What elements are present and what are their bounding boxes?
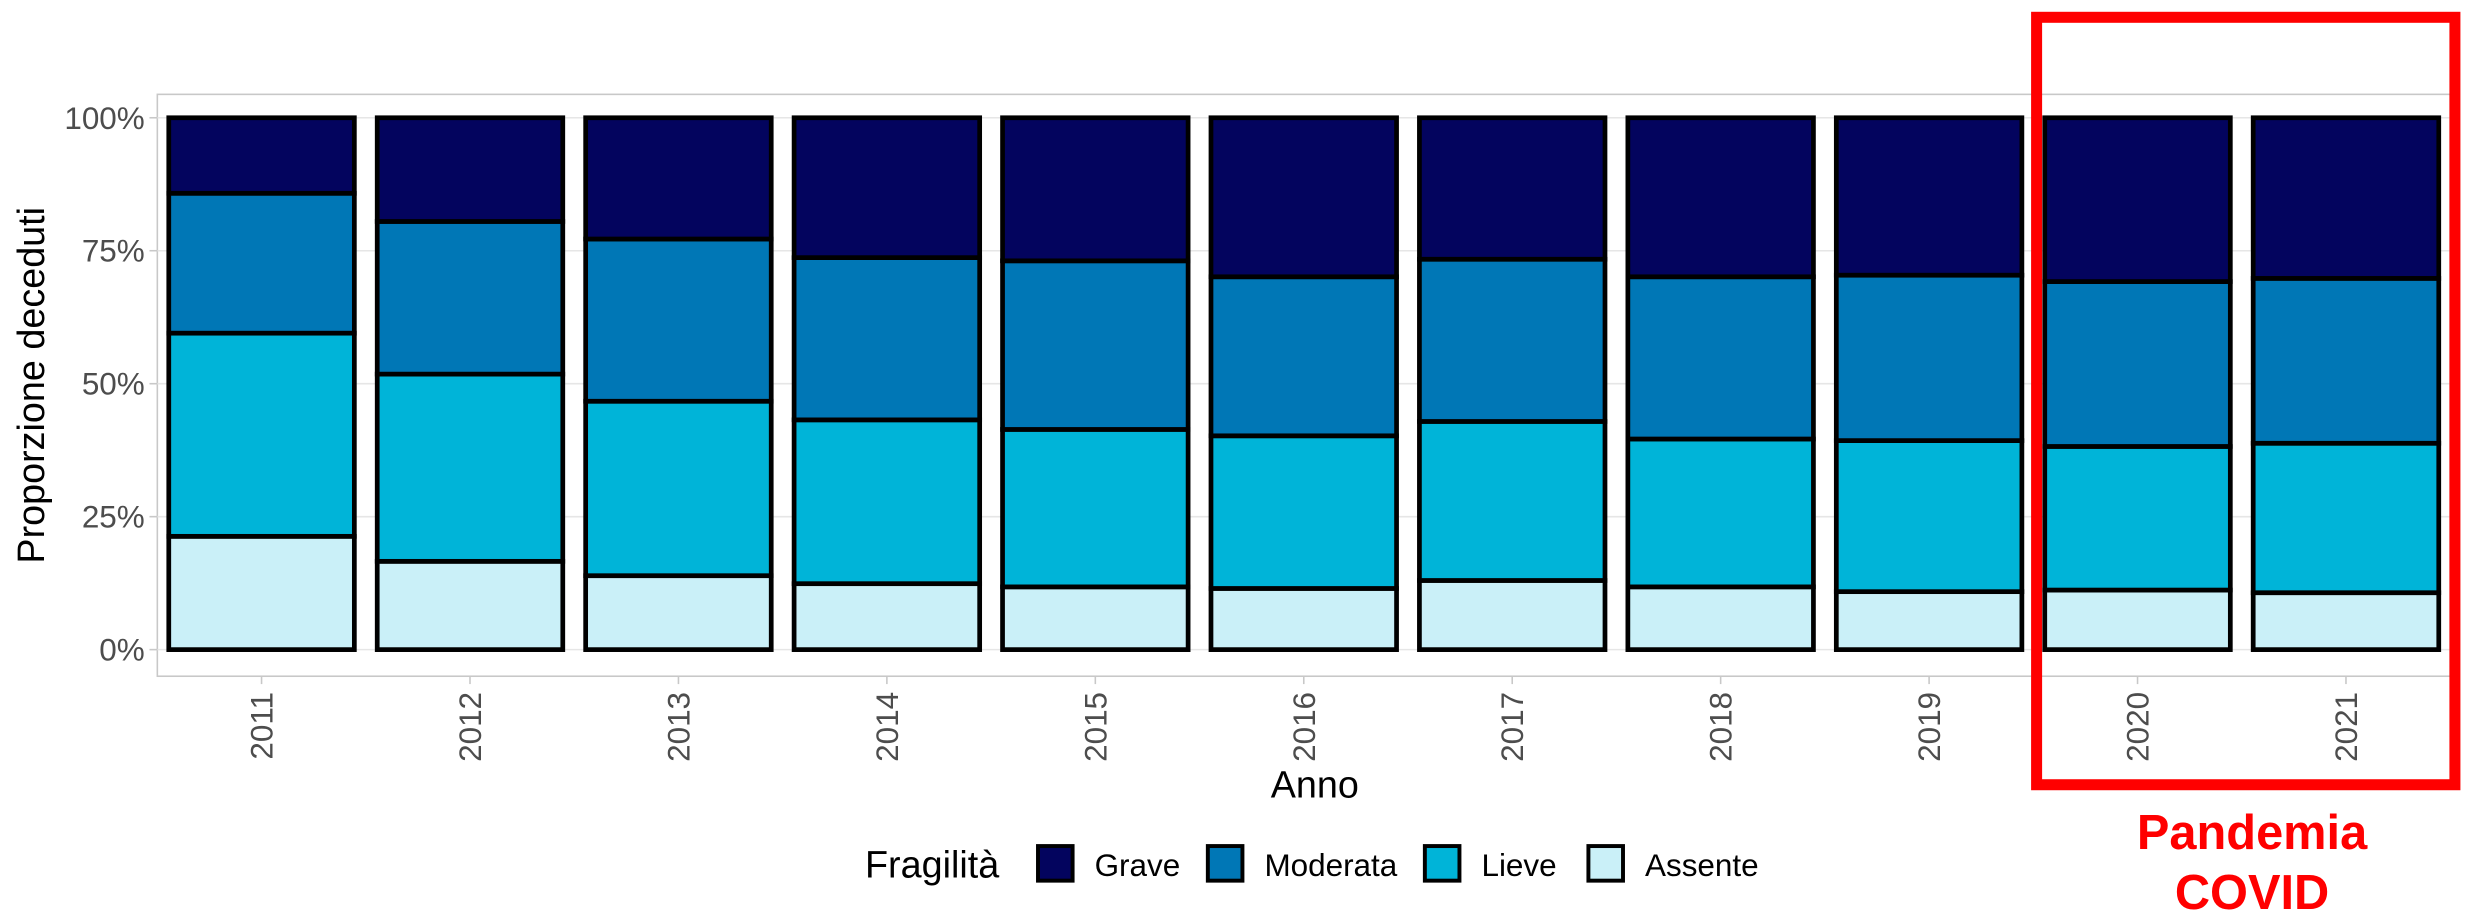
bar-segment (1625, 584, 1816, 652)
bar-segment (1833, 438, 2025, 595)
bars (166, 115, 2442, 652)
x-tick-label: 2016 (1287, 692, 1322, 762)
bar-segment (374, 371, 566, 564)
bar-segment (2250, 590, 2442, 652)
x-axis-title: Anno (1271, 763, 1359, 805)
bar-segment (2042, 444, 2233, 593)
bar-segment (1208, 586, 1399, 652)
x-tick-label: 2011 (245, 692, 280, 760)
legend-label: Grave (1095, 848, 1181, 883)
x-tick-label: 2018 (1704, 692, 1739, 762)
bar-segment (166, 190, 357, 336)
bar-segment (1625, 115, 1816, 280)
bar-segment (166, 330, 357, 539)
bar-segment (583, 115, 774, 242)
bar-segment (166, 533, 357, 652)
x-tick-label: 2012 (453, 692, 488, 762)
bar-segment (374, 219, 566, 377)
bar-segment (791, 115, 983, 260)
bar-segment (1000, 258, 1191, 432)
bar-segment (1833, 272, 2025, 443)
bar-segment (583, 398, 774, 579)
bar-segment (2042, 279, 2233, 449)
legend-label: Moderata (1264, 848, 1397, 883)
y-tick-label: 0% (99, 633, 144, 668)
bar-segment (1417, 256, 1608, 424)
bar-segment (791, 255, 983, 423)
bar-segment (2250, 440, 2442, 596)
bar-segment (1417, 578, 1608, 652)
x-tick-label: 2017 (1495, 692, 1530, 762)
x-tick-label: 2015 (1078, 692, 1113, 762)
bar-segment (374, 558, 566, 652)
bar-segment (1208, 274, 1399, 439)
bar-segment (1833, 589, 2025, 652)
legend-title: Fragilità (865, 844, 999, 886)
bar-segment (2042, 115, 2233, 284)
bar-segment (1625, 274, 1816, 442)
y-tick-label: 25% (82, 500, 145, 535)
bar-segment (1417, 419, 1608, 583)
legend-label: Lieve (1481, 848, 1556, 883)
x-tick-label: 2019 (1912, 692, 1947, 762)
bar-segment (1000, 115, 1191, 264)
bar-segment (1417, 115, 1608, 262)
legend-key (1422, 844, 1462, 883)
bar-segment (2250, 276, 2442, 446)
bar-segment (1208, 433, 1399, 591)
x-tick-label: 2013 (661, 692, 696, 762)
annotation-line: Pandemia (2137, 806, 2368, 860)
x-tick-label: 2014 (870, 692, 905, 762)
legend-key (1036, 844, 1075, 883)
annotation-line: COVID (2175, 866, 2329, 914)
bar-segment (583, 236, 774, 404)
bar-segment (791, 581, 983, 652)
bar-segment (166, 115, 357, 196)
bar-segment (2042, 587, 2233, 652)
legend-key (1205, 844, 1245, 883)
highlight-box (2031, 11, 2461, 791)
y-tick-label: 50% (82, 367, 145, 402)
legend-label: Assente (1645, 848, 1759, 883)
legend-key (1586, 844, 1625, 883)
y-tick-label: 100% (64, 101, 144, 136)
bar-segment (1833, 115, 2025, 278)
bar-segment (1208, 115, 1399, 280)
bar-segment (2250, 115, 2442, 281)
bar-segment (791, 417, 983, 587)
bar-segment (583, 573, 774, 652)
x-tick-label: 2020 (2121, 692, 2156, 762)
bar-segment (1000, 584, 1191, 652)
bar-segment (374, 115, 566, 224)
y-axis-title: Proporzione deceduti (10, 207, 52, 564)
x-tick-label: 2021 (2329, 692, 2364, 762)
bar-segment (1625, 436, 1816, 590)
bar-segment (1000, 427, 1191, 590)
y-tick-label: 75% (82, 234, 145, 269)
